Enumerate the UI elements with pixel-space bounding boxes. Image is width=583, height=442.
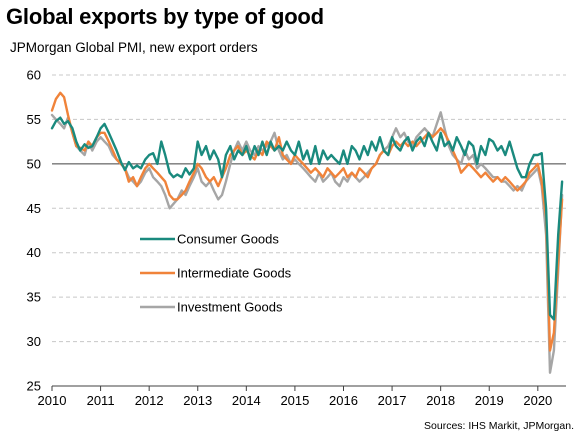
y-tick-label: 30 [27,334,41,349]
x-tick-label: 2015 [280,393,309,408]
gridlines [52,74,566,343]
source-note: Sources: IHS Markit, JPMorgan. [424,420,574,432]
legend-label-intermediate-goods: Intermediate Goods [177,266,292,281]
legend-label-consumer-goods: Consumer Goods [177,232,279,247]
y-tick-label: 35 [27,290,41,305]
chart-title: Global exports by type of good [6,4,324,29]
y-tick-label: 40 [27,245,41,260]
legend: Consumer Goods Intermediate Goods Investme… [140,232,292,315]
x-tick-label: 2017 [378,393,407,408]
chart-subtitle: JPMorgan Global PMI, new export orders [10,40,258,55]
y-tick-label: 25 [27,379,41,394]
x-tick-label: 2019 [475,393,504,408]
series-line-intermediate-goods [50,91,564,352]
x-tick-label: 2011 [87,393,115,408]
x-tick-label: 2016 [329,393,358,408]
series-line-consumer-goods [50,116,564,321]
x-tick-label: 2012 [135,393,164,408]
x-tick-label: 2020 [523,393,552,408]
y-tick-label: 60 [27,68,41,83]
legend-label-investment-goods: Investment Goods [177,300,283,315]
y-tick-label: 55 [27,112,41,127]
y-tick-label: 50 [27,156,41,171]
axes: 25 30 35 40 45 50 55 60 2010 2011 2012 2013 2014 2015… [27,68,566,408]
x-tick-label: 2018 [426,393,455,408]
x-tick-label: 2010 [38,393,67,408]
series-lines [50,91,564,374]
y-tick-label: 45 [27,201,41,216]
x-tick-label: 2014 [232,393,261,408]
x-tick-label: 2013 [183,393,212,408]
